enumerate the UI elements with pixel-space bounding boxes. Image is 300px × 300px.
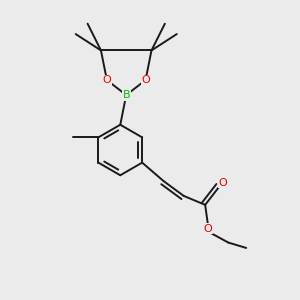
Text: O: O — [103, 75, 111, 85]
Text: O: O — [204, 224, 212, 234]
Text: O: O — [219, 178, 227, 188]
Text: O: O — [141, 75, 150, 85]
Text: B: B — [122, 90, 130, 100]
